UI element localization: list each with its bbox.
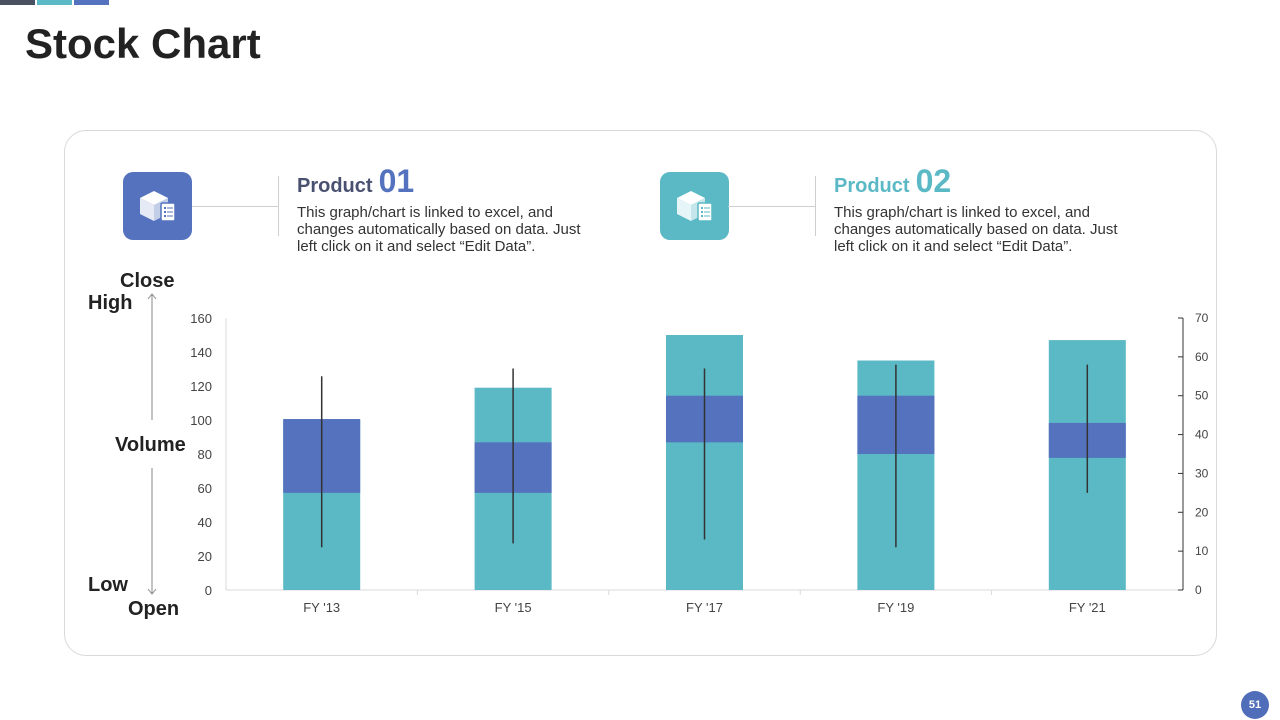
slide-title: Stock Chart	[25, 20, 261, 67]
product-02-block: Product 02 This graph/chart is linked to …	[834, 163, 1134, 255]
x-category-label: FY '15	[495, 600, 532, 615]
y-left-tick-label: 20	[198, 549, 212, 564]
y-left-tick-label: 40	[198, 515, 212, 530]
legend-open-label: Open	[128, 598, 180, 620]
x-category-label: FY '19	[877, 600, 914, 615]
x-category-label: FY '21	[1069, 600, 1106, 615]
y-right-tick-label: 10	[1195, 544, 1209, 558]
product-01-divider	[278, 176, 279, 236]
legend-low-label: Low	[88, 574, 128, 596]
chart-panel	[64, 130, 1217, 656]
x-category-label: FY '17	[686, 600, 723, 615]
legend-high-label: High	[88, 292, 133, 314]
y-right-tick-label: 30	[1195, 466, 1209, 480]
product-01-number: 01	[378, 163, 415, 199]
legend-up-arrow-head	[147, 293, 157, 300]
y-right-tick-label: 0	[1195, 583, 1202, 597]
accent-strip-blue	[74, 0, 109, 5]
y-left-tick-label: 60	[198, 481, 212, 496]
y-left-tick-label: 160	[190, 311, 212, 326]
y-left-tick-label: 140	[190, 345, 212, 360]
y-right-tick-label: 40	[1195, 428, 1209, 442]
y-left-tick-label: 100	[190, 413, 212, 428]
legend-down-arrow-head	[147, 588, 157, 595]
product-02-description: This graph/chart is linked to excel, and…	[834, 204, 1118, 255]
product-01-label: Product	[297, 175, 373, 197]
legend-volume-label: Volume	[115, 434, 186, 456]
y-right-tick-label: 60	[1195, 350, 1209, 364]
y-left-tick-label: 120	[190, 379, 212, 394]
accent-strip-dark	[0, 0, 35, 5]
y-right-tick-label: 50	[1195, 389, 1209, 403]
x-category-label: FY '13	[303, 600, 340, 615]
product-02-label: Product	[834, 175, 910, 197]
page-number-badge: 51	[1241, 691, 1269, 719]
product-02-number: 02	[915, 163, 952, 199]
y-right-tick-label: 20	[1195, 505, 1209, 519]
legend-close-label: Close	[120, 270, 175, 292]
product-02-connector	[728, 206, 815, 207]
product-02-divider	[815, 176, 816, 236]
y-left-tick-label: 0	[205, 583, 212, 598]
product-01-description: This graph/chart is linked to excel, and…	[297, 204, 581, 255]
y-left-tick-label: 80	[198, 447, 212, 462]
package-checklist-icon	[123, 172, 192, 240]
product-01-connector	[192, 206, 278, 207]
accent-strip-teal	[37, 0, 72, 5]
y-right-tick-label: 70	[1195, 311, 1209, 325]
product-01-heading: Product 01	[297, 163, 597, 203]
package-checklist-icon	[660, 172, 729, 240]
product-02-heading: Product 02	[834, 163, 1134, 203]
product-01-block: Product 01 This graph/chart is linked to …	[297, 163, 597, 255]
